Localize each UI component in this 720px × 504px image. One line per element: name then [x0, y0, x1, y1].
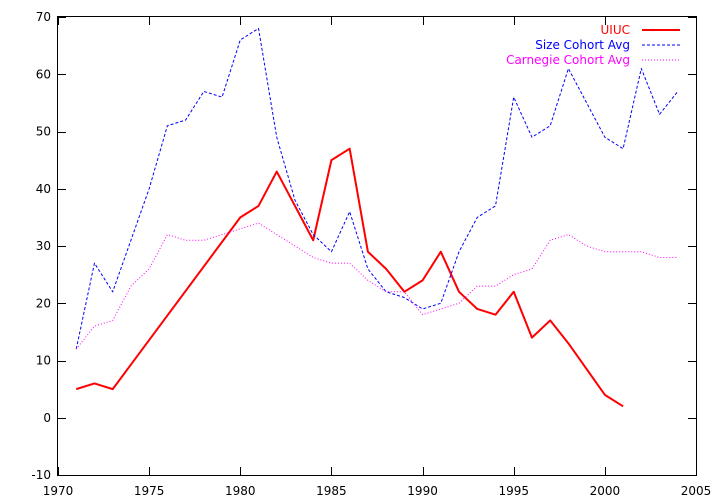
legend-label-size-cohort-avg: Size Cohort Avg — [535, 38, 630, 52]
y-tick-label: 30 — [36, 239, 51, 253]
axis-ticks: 1970 1975 1980 1985 1990 1995 2000 2005 -10 0 10 20… — [31, 10, 711, 498]
x-tick-label: 1970 — [43, 484, 74, 498]
series-lines — [75, 27, 679, 408]
y-tick-label: 40 — [36, 182, 51, 196]
series-line-carnegie-cohort-avg — [75, 222, 678, 350]
y-tick-label: 50 — [36, 125, 51, 139]
legend-label-uiuc: UIUC — [601, 23, 630, 37]
y-tick-label: 70 — [36, 10, 51, 24]
y-tick-label: -10 — [31, 468, 51, 482]
x-tick-label: 1995 — [498, 484, 529, 498]
x-tick-label: 1990 — [407, 484, 438, 498]
x-tick-label: 1975 — [134, 484, 165, 498]
series-line-uiuc — [75, 147, 624, 408]
y-tick-label: 0 — [43, 411, 51, 425]
y-tick-label: 20 — [36, 296, 51, 310]
x-tick-label: 2005 — [681, 484, 712, 498]
x-tick-label: 1985 — [316, 484, 347, 498]
x-tick-label: 2000 — [590, 484, 621, 498]
plot-frame — [57, 16, 697, 476]
x-tick-label: 1980 — [225, 484, 256, 498]
y-tick-label: 60 — [36, 67, 51, 81]
y-tick-label: 10 — [36, 354, 51, 368]
series-line-size-cohort-avg — [75, 27, 679, 350]
legend-label-carnegie-cohort-avg: Carnegie Cohort Avg — [506, 53, 630, 67]
